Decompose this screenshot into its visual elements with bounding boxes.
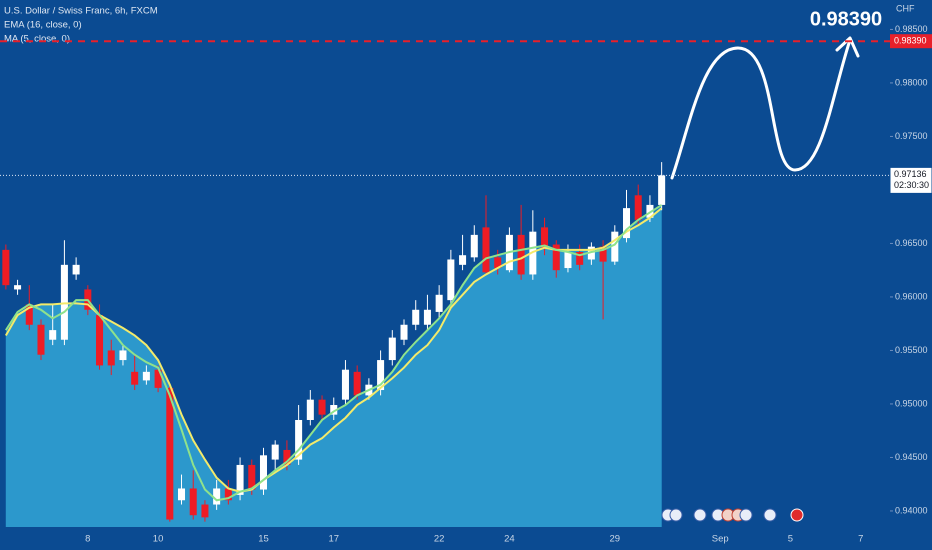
candle-body (166, 387, 174, 520)
candle-body (25, 304, 33, 325)
candle-body (388, 337, 396, 361)
y-unit: CHF (896, 3, 915, 13)
candle-body (306, 399, 314, 420)
candle-body (564, 251, 572, 269)
candle-body (541, 227, 549, 248)
candle-body (295, 419, 303, 460)
legend-entry: MA (5, close, 0) (4, 34, 70, 45)
candle-body (96, 315, 104, 366)
candle-body (189, 488, 197, 516)
candle-body (154, 369, 162, 388)
candle-body (470, 234, 478, 258)
x-tick-label: 5 (788, 534, 793, 545)
candle-body (435, 294, 443, 312)
x-tick-label: 17 (328, 534, 339, 545)
candle-body (658, 175, 666, 205)
candle-body (482, 227, 490, 273)
candle-body (377, 360, 385, 391)
candle-body (412, 309, 420, 325)
target-label-box (890, 34, 932, 49)
candle-body (318, 399, 326, 415)
event-icons (661, 508, 804, 522)
countdown-label: 02:30:30 (894, 180, 929, 190)
candle-body (330, 405, 338, 415)
indicator-line (5, 204, 663, 502)
x-tick-label: 22 (434, 534, 445, 545)
y-tick-label: 0.96000 (895, 291, 928, 301)
candle-body (259, 455, 267, 490)
candle-body (236, 464, 244, 495)
x-tick-label: 10 (153, 534, 164, 545)
y-tick-label: 0.97500 (895, 131, 928, 141)
candle-body (271, 444, 279, 460)
candle-body (37, 324, 45, 355)
candle-body (517, 234, 525, 275)
event-icon (693, 508, 707, 522)
candle-body (60, 264, 68, 340)
candle-body (72, 264, 80, 275)
price-label: 0.97136 (894, 169, 927, 179)
y-tick-label: 0.95500 (895, 345, 928, 355)
candle-body (552, 244, 560, 271)
candle-body (400, 324, 408, 340)
x-tick-label: 29 (610, 534, 621, 545)
x-tick-label: 8 (85, 534, 90, 545)
candle-body (213, 488, 221, 505)
price-label-box (889, 166, 932, 194)
plot (2, 162, 666, 527)
candle-body (623, 208, 631, 239)
candle-body (224, 488, 232, 501)
target-label: 0.98390 (894, 36, 927, 46)
candle-body (576, 251, 584, 265)
candle-body (2, 249, 10, 286)
y-tick-label: 0.98500 (895, 24, 928, 34)
candle-body (341, 369, 349, 400)
candle-body (599, 246, 607, 262)
x-tick-label: Sep (712, 534, 729, 545)
candle-body (447, 259, 455, 301)
y-tick-label: 0.98000 (895, 77, 928, 87)
candle-body (494, 257, 502, 269)
candle-body (423, 309, 431, 325)
y-tick-label: 0.94500 (895, 452, 928, 462)
legend-entry: EMA (16, close, 0) (4, 20, 82, 31)
candle-body (131, 371, 139, 385)
candle-body (178, 488, 186, 501)
candle-body (587, 246, 595, 260)
event-icon (790, 508, 804, 522)
candle-body (49, 330, 57, 340)
candle-body (107, 350, 115, 366)
y-tick-label: 0.96500 (895, 238, 928, 248)
projection-arrow (835, 36, 860, 58)
annotation: 0.98390 (810, 8, 882, 30)
legend-entry: U.S. Dollar / Swiss Franc, 6h, FXCM (4, 6, 158, 17)
candle-body (459, 255, 467, 265)
event-icon (739, 508, 753, 522)
y-tick-label: 0.95000 (895, 398, 928, 408)
projection-curve (670, 38, 852, 180)
y-tick-label: 0.94000 (895, 505, 928, 515)
candle-body (283, 449, 291, 465)
candle-body (634, 195, 642, 220)
x-tick-label: 24 (504, 534, 515, 545)
event-icon (763, 508, 777, 522)
candle-body (353, 371, 361, 396)
candle-body (142, 371, 150, 381)
x-tick-label: 15 (258, 534, 269, 545)
candle-body (248, 464, 256, 490)
candle-body (14, 285, 22, 290)
x-tick-label: 7 (858, 534, 863, 545)
candle-body (611, 231, 619, 262)
event-icon (669, 508, 683, 522)
candle-body (119, 350, 127, 361)
candle-body (201, 504, 209, 518)
